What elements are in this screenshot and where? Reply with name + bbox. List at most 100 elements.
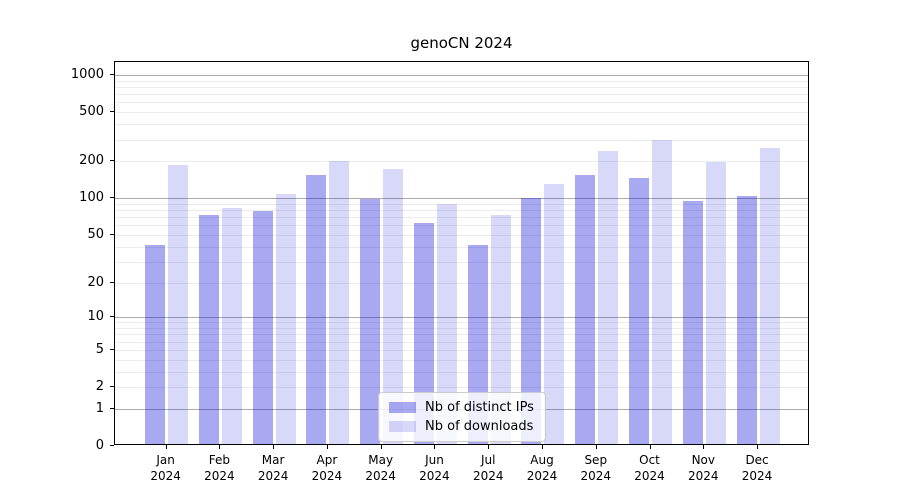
y-tick <box>110 233 114 235</box>
legend-label-downloads: Nb of downloads <box>425 419 534 434</box>
x-tick <box>219 445 221 449</box>
gridline-minor <box>115 102 808 104</box>
x-tick-year: 2024 <box>150 469 181 483</box>
y-tick <box>110 407 114 409</box>
gridline-minor <box>115 112 808 114</box>
x-tick-label-dec: Dec 2024 <box>725 452 789 484</box>
bar-distinct-ips-may <box>360 198 381 444</box>
x-tick-label-jan: Jan 2024 <box>134 452 198 484</box>
legend: Nb of distinct IPs Nb of downloads <box>378 392 546 442</box>
gridline-minor <box>115 139 808 141</box>
gridline-minor <box>115 225 808 227</box>
x-tick-year: 2024 <box>688 469 719 483</box>
x-tick-year: 2024 <box>741 469 773 483</box>
gridline-major <box>115 74 808 76</box>
x-tick-year: 2024 <box>526 469 558 483</box>
y-tick-label-200: 200 <box>79 153 104 169</box>
x-tick <box>541 445 543 449</box>
gridline-minor <box>115 387 808 388</box>
x-tick-year: 2024 <box>472 469 504 483</box>
y-tick <box>110 386 114 387</box>
y-tick-label-20: 20 <box>87 274 104 290</box>
gridline-minor <box>115 334 808 336</box>
bar-distinct-ips-sep <box>575 174 596 444</box>
bar-distinct-ips-nov <box>682 200 703 444</box>
gridline-minor <box>115 341 808 343</box>
gridline-minor <box>115 371 808 373</box>
bar-distinct-ips-mar <box>252 211 273 444</box>
bar-distinct-ips-apr <box>306 174 327 444</box>
x-tick-year: 2024 <box>311 469 343 483</box>
gridline-minor <box>115 328 808 329</box>
y-tick <box>110 197 114 199</box>
x-tick-label-may: May 2024 <box>349 452 413 484</box>
gridline-minor <box>115 282 808 284</box>
x-tick <box>757 445 759 449</box>
x-tick <box>326 445 328 449</box>
y-tick-label-1: 1 <box>95 400 104 416</box>
gridline-minor <box>115 217 808 219</box>
gridline-minor <box>115 210 808 212</box>
gridline-major <box>115 198 808 200</box>
x-tick <box>595 445 597 449</box>
legend-label-distinct-ips: Nb of distinct IPs <box>425 400 534 415</box>
x-tick-label-oct: Oct 2024 <box>618 452 682 484</box>
bar-downloads-aug <box>544 184 565 444</box>
y-tick-label-10: 10 <box>87 309 104 325</box>
x-tick-year: 2024 <box>419 469 450 483</box>
x-tick <box>434 445 436 449</box>
y-tick-label-1000: 1000 <box>70 66 104 82</box>
gridline-minor <box>115 161 808 163</box>
y-tick-label-50: 50 <box>87 226 104 242</box>
bar-downloads-sep <box>598 151 619 444</box>
x-tick-label-jul: Jul 2024 <box>456 452 520 484</box>
y-tick <box>110 348 114 350</box>
bar-downloads-jun <box>436 203 457 444</box>
x-tick-label-sep: Sep 2024 <box>564 452 628 484</box>
x-tick-year: 2024 <box>257 469 289 483</box>
y-tick-label-5: 5 <box>95 341 104 357</box>
bar-distinct-ips-feb <box>198 215 219 444</box>
bar-distinct-ips-aug <box>521 197 542 444</box>
gridline-minor <box>115 359 808 361</box>
bar-distinct-ips-dec <box>736 196 757 444</box>
bar-downloads-nov <box>705 161 726 444</box>
bar-downloads-dec <box>759 148 780 444</box>
x-tick <box>273 445 275 449</box>
legend-swatch-distinct-ips <box>389 402 416 413</box>
y-tick <box>110 111 114 113</box>
bar-distinct-ips-oct <box>629 178 650 444</box>
bar-downloads-apr <box>329 160 350 444</box>
x-tick-year: 2024 <box>204 469 235 483</box>
x-tick-label-mar: Mar 2024 <box>241 452 305 484</box>
gridline-minor <box>115 234 808 236</box>
y-tick <box>110 445 114 446</box>
gridline-minor <box>115 349 808 351</box>
x-tick <box>165 445 167 449</box>
gridline-minor <box>115 86 808 88</box>
x-tick-label-apr: Apr 2024 <box>295 452 359 484</box>
plot-area: Nb of distinct IPs Nb of downloads <box>114 61 809 445</box>
bar-distinct-ips-jan <box>145 244 166 444</box>
chart-title: genoCN 2024 <box>410 34 513 52</box>
gridline-major <box>115 317 808 319</box>
gridline-minor <box>115 203 808 205</box>
x-tick-year: 2024 <box>634 469 665 483</box>
x-tick-year: 2024 <box>580 469 612 483</box>
gridline-minor <box>115 80 808 82</box>
gridline-minor <box>115 94 808 96</box>
x-tick-label-jun: Jun 2024 <box>402 452 466 484</box>
legend-entry-downloads: Nb of downloads <box>389 419 535 434</box>
x-tick-label-nov: Nov 2024 <box>671 452 735 484</box>
y-tick-label-0: 0 <box>95 438 104 453</box>
x-tick <box>488 445 490 449</box>
gridline-minor <box>115 124 808 126</box>
bar-distinct-ips-jun <box>413 223 434 444</box>
x-tick <box>703 445 705 449</box>
bar-downloads-feb <box>221 208 242 444</box>
legend-entry-distinct-ips: Nb of distinct IPs <box>389 400 535 415</box>
y-tick-label-100: 100 <box>79 190 104 206</box>
gridline-minor <box>115 322 808 324</box>
x-tick <box>380 445 382 449</box>
bar-downloads-may <box>383 169 404 444</box>
